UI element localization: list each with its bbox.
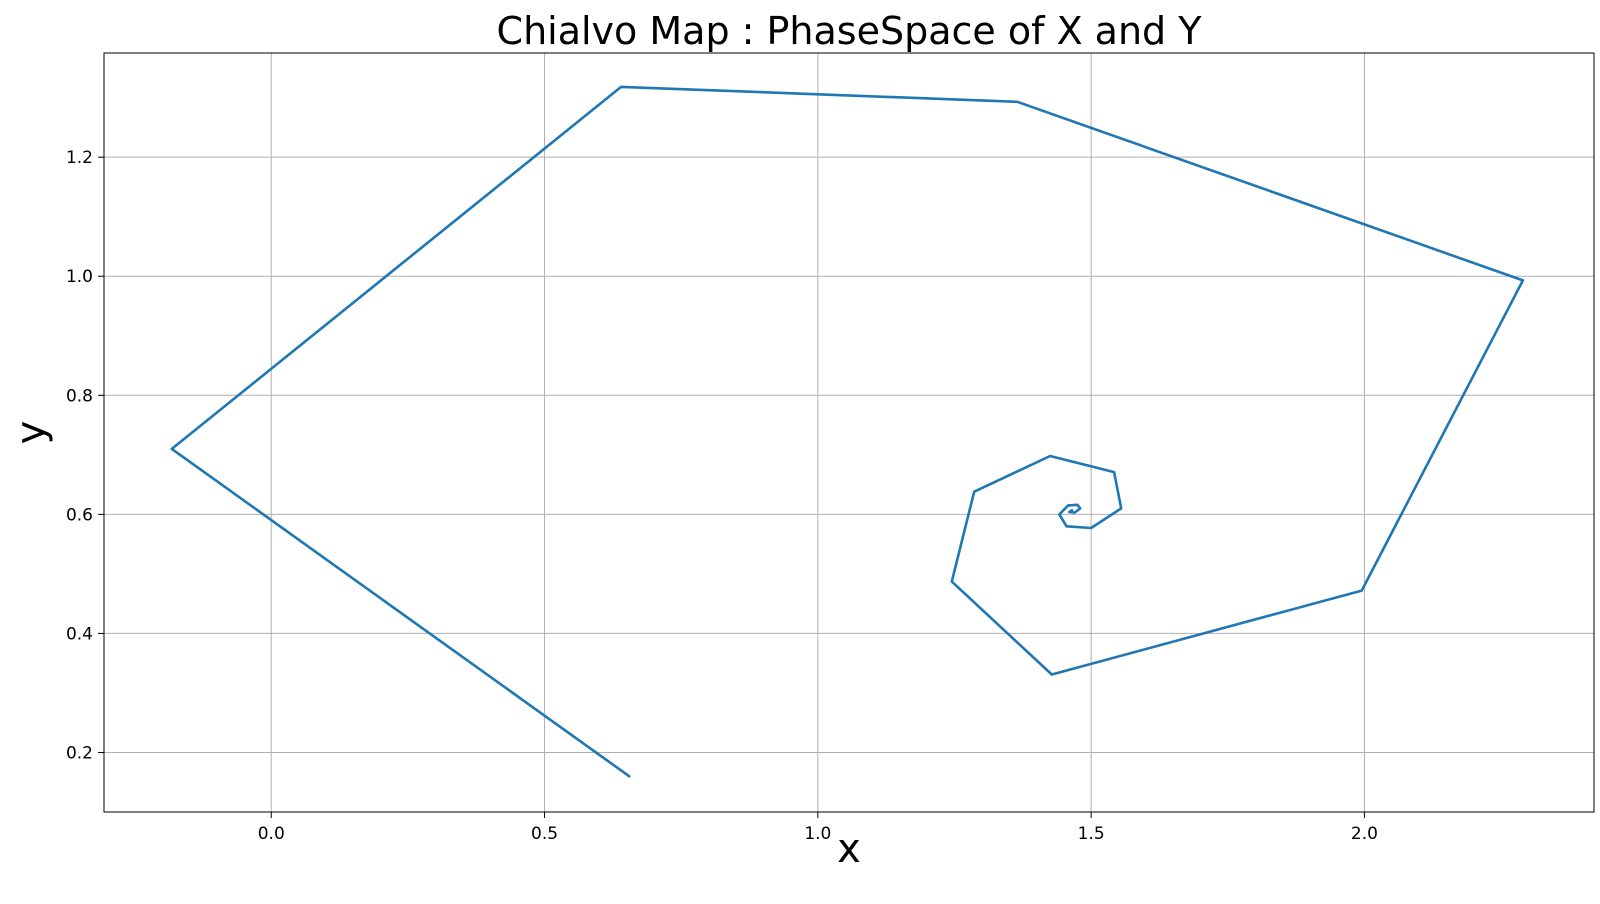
x-tick-label: 1.5 [1078, 824, 1105, 844]
axes-ticks: 0.0 0.5 1.0 1.5 2.0 0.2 0.4 0.6 0.8 1.0 1.2 [66, 148, 1378, 844]
y-tick-label: 0.2 [66, 743, 93, 763]
series-line [170, 85, 1525, 778]
y-tick-label: 1.0 [66, 267, 93, 287]
plot-area-frame [103, 52, 1595, 813]
y-axis-label: y [8, 421, 54, 445]
grid [104, 53, 1594, 812]
x-tick-label: 1.0 [804, 824, 831, 844]
y-tick-label: 0.4 [66, 624, 93, 644]
x-tick-label: 2.0 [1351, 824, 1378, 844]
y-tick-label: 1.2 [66, 148, 93, 168]
x-tick-label: 0.0 [258, 824, 285, 844]
y-tick-label: 0.8 [66, 386, 93, 406]
x-tick-label: 0.5 [531, 824, 558, 844]
series-layer [170, 85, 1525, 778]
x-axis-label: x [837, 826, 861, 872]
y-tick-label: 0.6 [66, 505, 93, 525]
chart-title: Chialvo Map : PhaseSpace of X and Y [497, 9, 1203, 53]
